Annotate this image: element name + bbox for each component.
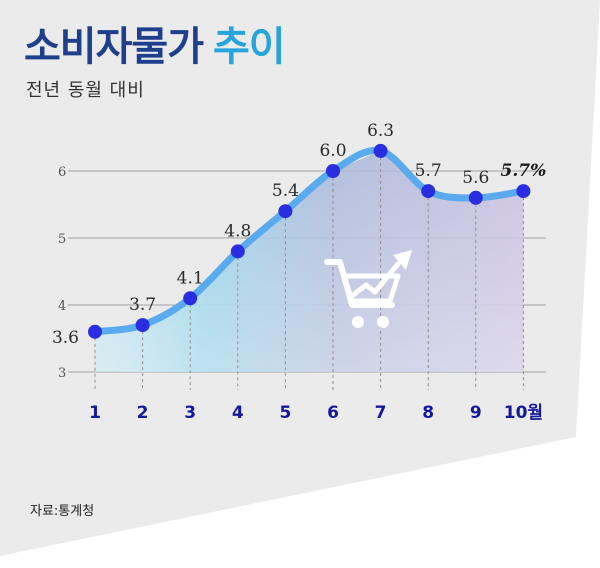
x-tick-label: 4	[232, 403, 244, 423]
data-label: 5.7%	[501, 161, 547, 181]
chart-subtitle: 전년 동월 대비	[26, 80, 145, 101]
x-tick-label: 2	[137, 403, 149, 423]
data-point	[278, 204, 293, 219]
x-tick-label: 9	[470, 403, 482, 423]
data-label: 5.4	[272, 181, 299, 201]
data-point	[230, 244, 245, 259]
shopping-cart-trend-icon	[324, 250, 412, 328]
source-note: 자료:통계청	[30, 504, 95, 519]
x-tick-label: 3	[184, 403, 196, 423]
data-label: 3.7	[129, 295, 156, 315]
x-tick-label: 8	[422, 403, 434, 423]
x-tick-label: 10월	[504, 403, 543, 423]
data-point	[468, 190, 483, 205]
data-label: 3.6	[52, 328, 79, 348]
series-area-fade	[95, 150, 524, 372]
data-label: 5.6	[462, 168, 489, 188]
data-point	[373, 143, 388, 158]
x-tick-label: 1	[89, 403, 101, 423]
x-tick-label: 5	[279, 403, 291, 423]
y-tick-label: 4	[58, 299, 66, 314]
data-point	[326, 164, 340, 178]
title-accent: 추이	[213, 24, 286, 70]
data-label: 6.0	[319, 141, 346, 161]
data-label: 6.3	[367, 121, 394, 141]
data-point	[88, 324, 102, 339]
x-tick-label: 6	[327, 403, 339, 423]
y-tick-label: 5	[58, 232, 66, 247]
data-label: 4.1	[177, 268, 204, 288]
data-label: 5.7	[415, 161, 442, 181]
series-line	[91, 146, 527, 336]
data-point	[183, 291, 198, 306]
data-point	[135, 318, 150, 333]
x-tick-label: 7	[375, 403, 387, 423]
title-main: 소비자물가	[24, 24, 204, 70]
data-label: 4.8	[224, 221, 251, 241]
chart-title: 소비자물가 추이	[24, 14, 286, 72]
data-point	[516, 184, 531, 199]
y-tick-label: 6	[58, 165, 66, 180]
data-point	[421, 184, 436, 199]
y-tick-label: 3	[58, 366, 66, 381]
